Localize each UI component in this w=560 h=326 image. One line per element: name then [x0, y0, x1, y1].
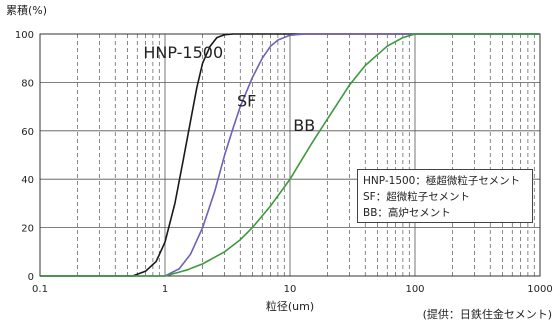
grid-layer: [39, 33, 541, 277]
y-tick-label: 80: [21, 78, 34, 89]
y-axis-label: 累積(%): [6, 4, 48, 17]
y-tick-label: 60: [21, 127, 34, 138]
series-line-bb: [40, 33, 540, 277]
x-tick-label: 10: [284, 284, 297, 295]
curve-label-bb: BB: [293, 116, 315, 135]
annotations: HNP-1500 SF BB: [143, 43, 315, 135]
credit-note: (提供：日鉄住金セメント): [422, 308, 552, 321]
series-line-sf: [40, 33, 540, 277]
legend-box: HNP-1500：極超微粒子セメント SF：超微粒子セメント BB：高炉セメント: [357, 169, 533, 223]
x-tick-label: 0.1: [32, 284, 48, 295]
series-layer: [40, 33, 540, 277]
y-tick-label: 40: [21, 175, 34, 186]
legend-entry-bb: BB：高炉セメント: [363, 207, 451, 219]
series-line-hnp1500: [40, 33, 540, 277]
y-tick-label: 20: [21, 224, 34, 235]
tick-labels: 0.1 1 10 100 1000 0 20 40 60 80 100: [15, 30, 553, 295]
x-tick-label: 1000: [527, 284, 552, 295]
x-tick-label: 100: [405, 284, 424, 295]
curve-label-hnp1500: HNP-1500: [143, 43, 223, 62]
curve-label-sf: SF: [237, 92, 256, 111]
legend-entry-hnp1500: HNP-1500：極超微粒子セメント: [363, 175, 521, 187]
y-tick-label: 0: [28, 272, 34, 283]
y-tick-label: 100: [15, 30, 34, 41]
x-tick-label: 1: [162, 284, 168, 295]
x-axis-label: 粒径(um): [266, 299, 314, 313]
legend-entry-sf: SF：超微粒子セメント: [363, 191, 470, 203]
